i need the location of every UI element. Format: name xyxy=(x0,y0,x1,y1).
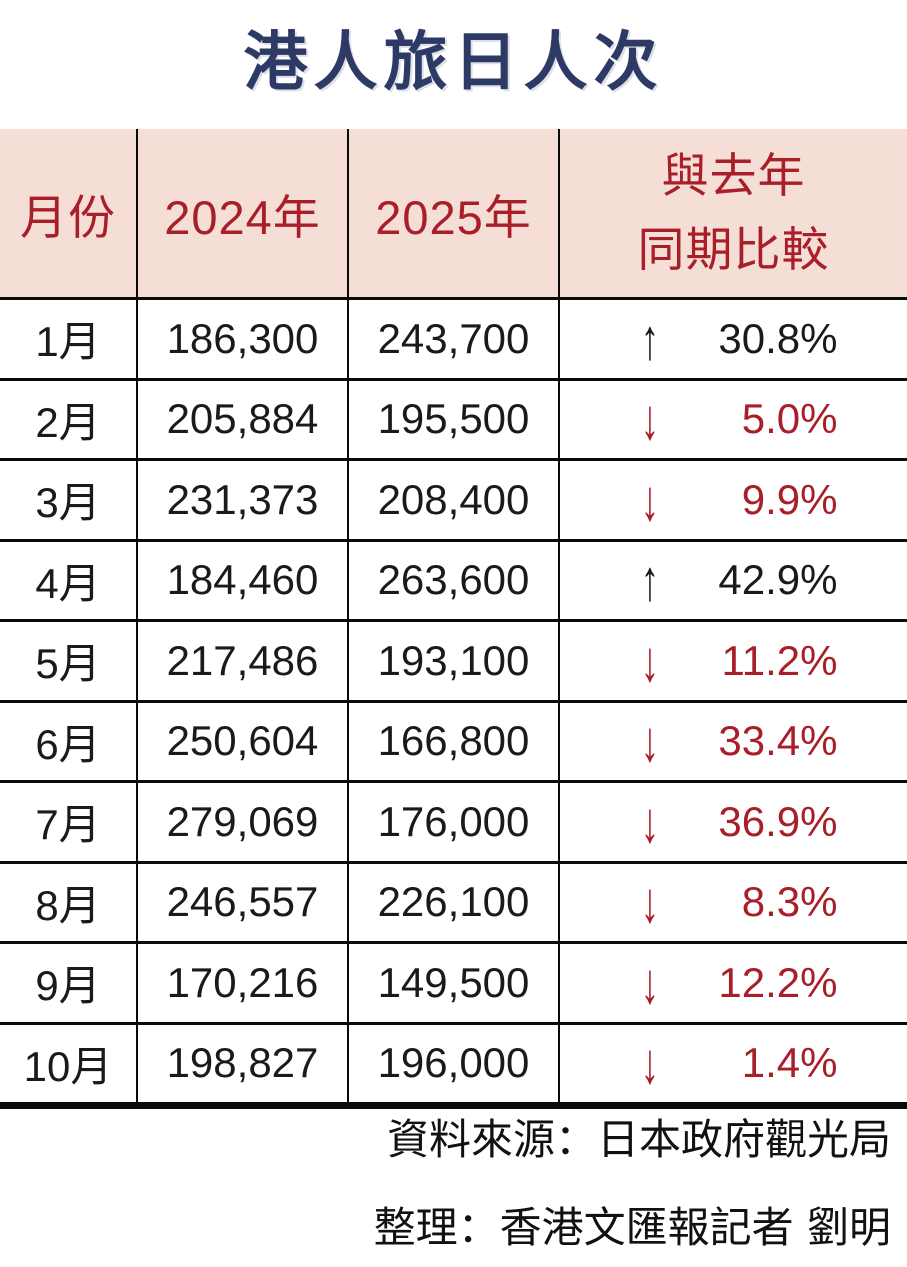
change-cell: ↑ 30.8% xyxy=(560,300,907,378)
change-cell: ↓ 12.2% xyxy=(560,944,907,1022)
header-2024: 2024年 xyxy=(138,129,349,297)
value-2024-cell: 170,216 xyxy=(138,944,349,1022)
value-2024-cell: 198,827 xyxy=(138,1024,349,1102)
month-cell: 2月 xyxy=(0,380,138,458)
change-cell: ↓ 5.0% xyxy=(560,381,907,459)
value-2024-cell: 186,300 xyxy=(138,300,349,378)
month-cell: 5月 xyxy=(0,622,138,700)
trend-arrow-icon: ↓ xyxy=(640,708,659,774)
table-row: 7月 279,069 176,000 ↓ 36.9% xyxy=(0,780,907,861)
change-percent: 42.9% xyxy=(718,556,838,604)
trend-arrow-icon: ↓ xyxy=(640,386,659,452)
page-title: 港人旅日人次 xyxy=(243,26,664,98)
change-cell: ↑ 42.9% xyxy=(560,542,907,620)
table-row: 4月 184,460 263,600 ↑ 42.9% xyxy=(0,538,907,620)
value-2025-cell: 193,100 xyxy=(349,622,560,700)
value-2025-cell: 166,800 xyxy=(349,702,560,780)
value-2024-cell: 184,460 xyxy=(138,541,349,619)
value-2025-cell: 149,500 xyxy=(349,944,560,1022)
value-2025-cell: 208,400 xyxy=(349,461,560,539)
month-cell: 7月 xyxy=(0,783,138,861)
change-percent: 11.2% xyxy=(721,636,838,684)
change-percent: 9.9% xyxy=(741,475,838,523)
value-2025-cell: 263,600 xyxy=(349,541,560,619)
table-row: 6月 250,604 166,800 ↓ 33.4% xyxy=(0,699,907,781)
change-cell: ↓ 9.9% xyxy=(560,461,907,539)
trend-arrow-icon: ↓ xyxy=(640,789,659,855)
table-row: 9月 170,216 149,500 ↓ 12.2% xyxy=(0,941,907,1022)
value-2025-cell: 195,500 xyxy=(349,380,560,458)
trend-arrow-icon: ↓ xyxy=(640,1030,659,1096)
trend-arrow-icon: ↓ xyxy=(640,869,659,935)
month-cell: 8月 xyxy=(0,863,138,941)
trend-arrow-icon: ↑ xyxy=(640,547,659,613)
value-2024-cell: 246,557 xyxy=(138,863,349,941)
value-2024-cell: 231,373 xyxy=(138,461,349,539)
table-row: 8月 246,557 226,100 ↓ 8.3% xyxy=(0,860,907,942)
header-compare-line2: 同期比較 xyxy=(637,223,830,276)
table-row: 1月 186,300 243,700 ↑ 30.8% xyxy=(0,297,907,378)
header-compare-line1: 與去年 xyxy=(661,149,806,202)
month-cell: 1月 xyxy=(0,300,138,378)
change-percent: 5.0% xyxy=(741,395,838,443)
monthly-visitors-table: 月份 2024年 2025年 與去年 同期比較 1月 186,300 243,7… xyxy=(0,129,907,1109)
data-source-note: 資料來源：日本政府觀光局 xyxy=(386,1115,891,1164)
change-cell: ↓ 8.3% xyxy=(560,864,907,942)
trend-arrow-icon: ↓ xyxy=(640,628,659,694)
table-row: 5月 217,486 193,100 ↓ 11.2% xyxy=(0,619,907,700)
change-cell: ↓ 33.4% xyxy=(560,703,907,781)
change-cell: ↓ 36.9% xyxy=(560,783,907,861)
month-cell: 9月 xyxy=(0,944,138,1022)
trend-arrow-icon: ↑ xyxy=(640,306,659,372)
table-row: 3月 231,373 208,400 ↓ 9.9% xyxy=(0,458,907,539)
table-header-row: 月份 2024年 2025年 與去年 同期比較 xyxy=(0,129,907,297)
change-percent: 12.2% xyxy=(718,958,838,1006)
header-compare: 與去年 同期比較 xyxy=(560,129,907,297)
credit-note: 整理：香港文匯報記者 劉明 xyxy=(373,1203,891,1252)
footer: 資料來源：日本政府觀光局 整理：香港文匯報記者 劉明 xyxy=(374,1112,891,1256)
change-percent: 36.9% xyxy=(718,797,838,845)
value-2025-cell: 176,000 xyxy=(349,783,560,861)
value-2024-cell: 205,884 xyxy=(138,380,349,458)
month-cell: 4月 xyxy=(0,541,138,619)
change-cell: ↓ 11.2% xyxy=(560,622,907,700)
month-cell: 10月 xyxy=(0,1024,138,1102)
month-cell: 6月 xyxy=(0,702,138,780)
value-2024-cell: 217,486 xyxy=(138,622,349,700)
value-2024-cell: 279,069 xyxy=(138,783,349,861)
value-2025-cell: 226,100 xyxy=(349,863,560,941)
trend-arrow-icon: ↓ xyxy=(640,467,659,533)
change-percent: 30.8% xyxy=(718,314,838,362)
table-row: 2月 205,884 195,500 ↓ 5.0% xyxy=(0,377,907,459)
header-2025: 2025年 xyxy=(349,129,560,297)
change-percent: 1.4% xyxy=(741,1039,838,1087)
trend-arrow-icon: ↓ xyxy=(640,950,659,1016)
value-2025-cell: 196,000 xyxy=(349,1024,560,1102)
table-row: 10月 198,827 196,000 ↓ 1.4% xyxy=(0,1021,907,1103)
header-month: 月份 xyxy=(0,129,138,297)
value-2025-cell: 243,700 xyxy=(349,300,560,378)
value-2024-cell: 250,604 xyxy=(138,702,349,780)
month-cell: 3月 xyxy=(0,461,138,539)
change-cell: ↓ 1.4% xyxy=(560,1025,907,1103)
change-percent: 8.3% xyxy=(741,878,838,926)
change-percent: 33.4% xyxy=(718,717,838,765)
